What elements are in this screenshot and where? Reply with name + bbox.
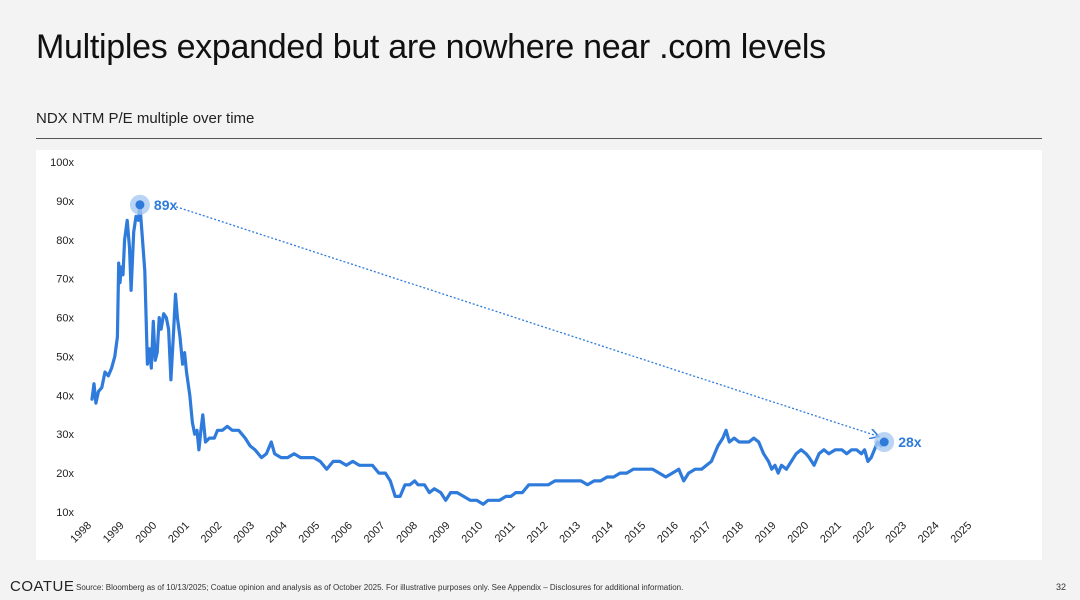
x-tick-label: 2022 xyxy=(851,520,877,546)
annotation-label: 89x xyxy=(154,197,178,213)
y-tick-label: 10x xyxy=(56,507,74,519)
x-tick-label: 2006 xyxy=(329,520,355,546)
chart-heading: NDX NTM P/E multiple over time xyxy=(36,110,255,127)
x-tick-label: 2012 xyxy=(525,520,551,546)
x-tick-label: 2014 xyxy=(590,520,616,546)
x-tick-label: 2016 xyxy=(655,520,681,546)
x-tick-label: 1999 xyxy=(101,520,127,546)
y-tick-label: 20x xyxy=(56,468,74,480)
heading-divider xyxy=(36,138,1042,139)
x-axis-ticks: 1998 1999 2000 2001 2002 2003 2004 2005 2006 2007… xyxy=(68,520,974,546)
x-tick-label: 2025 xyxy=(949,520,975,546)
y-tick-label: 100x xyxy=(50,157,74,169)
x-tick-label: 2008 xyxy=(394,520,420,546)
y-axis-ticks: 10x 20x 30x 40x 50x 60x 70x 80x 90x 100x xyxy=(50,157,74,519)
x-tick-label: 2000 xyxy=(134,520,160,546)
x-tick-label: 2001 xyxy=(166,520,192,546)
x-tick-label: 2018 xyxy=(720,520,746,546)
chart-panel: 10x 20x 30x 40x 50x 60x 70x 80x 90x 100x 1998 1999… xyxy=(36,150,1042,560)
y-tick-label: 40x xyxy=(56,390,74,402)
x-tick-label: 2010 xyxy=(460,520,486,546)
series-line-ndx-pe xyxy=(90,203,886,506)
annotation-label: 28x xyxy=(898,434,922,450)
x-tick-label: 2009 xyxy=(427,520,453,546)
x-tick-label: 2007 xyxy=(362,520,388,546)
x-tick-label: 2020 xyxy=(786,520,812,546)
slide-title: Multiples expanded but are nowhere near … xyxy=(36,28,826,66)
x-tick-label: 2021 xyxy=(818,520,844,546)
footer-source-note: Source: Bloomberg as of 10/13/2025; Coat… xyxy=(76,583,684,592)
x-tick-label: 2005 xyxy=(297,520,323,546)
y-tick-label: 60x xyxy=(56,313,74,325)
x-tick-label: 2023 xyxy=(883,520,909,546)
x-tick-label: 2015 xyxy=(623,520,649,546)
x-tick-label: 2002 xyxy=(199,520,225,546)
y-tick-label: 80x xyxy=(56,235,74,247)
x-tick-label: 1998 xyxy=(68,520,94,546)
coatue-logo: COATUE xyxy=(10,578,75,595)
y-tick-label: 90x xyxy=(56,196,74,208)
x-tick-label: 2011 xyxy=(493,520,518,545)
page-number: 32 xyxy=(1055,582,1066,592)
x-tick-label: 2017 xyxy=(688,520,714,546)
pe-line-chart: 10x 20x 30x 40x 50x 60x 70x 80x 90x 100x 1998 1999… xyxy=(50,157,974,546)
x-tick-label: 2019 xyxy=(753,520,779,546)
x-tick-label: 2013 xyxy=(557,520,583,546)
annotations: 89x 28x xyxy=(129,194,922,452)
x-tick-label: 2003 xyxy=(231,520,257,546)
y-tick-label: 30x xyxy=(56,429,74,441)
x-tick-label: 2024 xyxy=(916,520,942,546)
x-tick-label: 2004 xyxy=(264,520,290,546)
annotation-point xyxy=(135,200,145,210)
annotation-point xyxy=(879,437,889,447)
trend-arrow xyxy=(175,206,878,436)
y-tick-label: 50x xyxy=(56,351,74,363)
y-tick-label: 70x xyxy=(56,274,74,286)
